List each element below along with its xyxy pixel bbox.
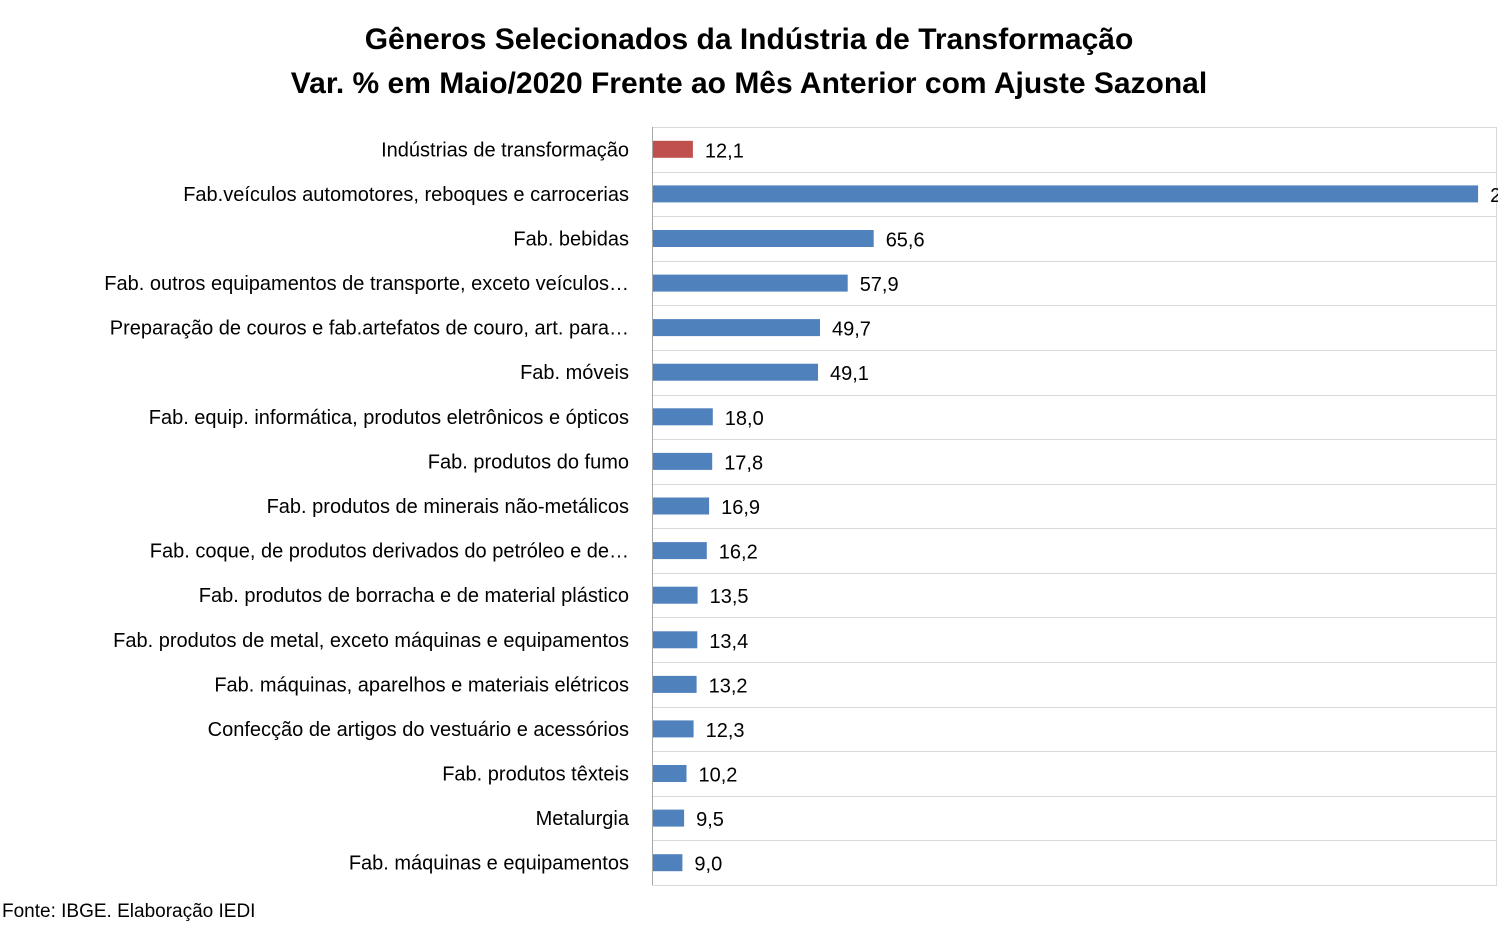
data-label: 18,0	[725, 408, 764, 430]
category-labels: Indústrias de transformação Fab.veículos …	[104, 139, 630, 874]
bar	[652, 586, 698, 604]
chart-title: Gêneros Selecionados da Indústria de Tra…	[364, 23, 1134, 56]
category-label: Fab. produtos de borracha e de material …	[199, 585, 629, 607]
bar	[652, 542, 707, 560]
chart-subtitle: Var. % em Maio/2020 Frente ao Mês Anteri…	[290, 67, 1208, 100]
data-label: 13,4	[709, 631, 748, 653]
data-label: 10,2	[699, 765, 738, 787]
bar	[652, 408, 713, 426]
category-label: Fab. outros equipamentos de transporte, …	[104, 273, 629, 295]
bar	[652, 140, 693, 158]
category-label: Preparação de couros e fab.artefatos de …	[110, 318, 629, 340]
bar	[652, 319, 820, 337]
data-label: 13,2	[709, 675, 748, 697]
bar	[652, 230, 874, 247]
bars	[652, 140, 1479, 872]
data-label: 49,1	[830, 363, 869, 385]
bar	[652, 854, 683, 872]
category-label: Fab.veículos automotores, reboques e car…	[183, 184, 629, 206]
data-label: 12,1	[705, 140, 744, 162]
data-label: 9,0	[694, 854, 722, 876]
bar	[652, 765, 687, 782]
bar	[652, 809, 685, 827]
source-note: Fonte: IBGE. Elaboração IEDI	[2, 901, 256, 922]
data-label: 65,6	[886, 230, 925, 252]
data-label: 9,5	[696, 809, 724, 831]
category-label: Fab. máquinas e equipamentos	[349, 853, 629, 875]
bar	[652, 452, 713, 470]
bar	[652, 274, 848, 292]
data-label: 16,9	[721, 497, 760, 519]
category-label: Fab. equip. informática, produtos eletrô…	[149, 407, 629, 429]
data-label: 12,3	[706, 720, 745, 742]
bar	[652, 185, 1479, 203]
data-label: 49,7	[832, 319, 871, 341]
value-labels: 12,1 244,4 65,6 57,9 49,7 49,1 18,0 17,8 16,9 16,…	[694, 140, 1498, 875]
category-label: Fab. produtos do fumo	[428, 451, 629, 473]
bar	[652, 720, 694, 738]
category-label: Fab. produtos têxteis	[442, 764, 629, 786]
gridlines	[652, 127, 1497, 886]
category-label: Fab. móveis	[520, 362, 629, 384]
bar	[652, 363, 818, 381]
data-label: 57,9	[860, 274, 899, 296]
category-label: Fab. máquinas, aparelhos e materiais elé…	[214, 674, 629, 696]
category-label: Fab. produtos de metal, exceto máquinas …	[113, 630, 629, 652]
category-label: Metalurgia	[536, 808, 630, 830]
data-label: 244,4	[1490, 185, 1498, 207]
bar	[652, 497, 710, 515]
bar	[652, 675, 697, 693]
bar	[652, 631, 698, 649]
category-label: Confecção de artigos do vestuário e aces…	[208, 719, 629, 741]
category-label: Fab. produtos de minerais não-metálicos	[267, 496, 629, 518]
category-label: Fab. coque, de produtos derivados do pet…	[150, 541, 629, 563]
data-label: 17,8	[724, 452, 763, 474]
category-label: Indústrias de transformação	[381, 139, 629, 161]
category-label: Fab. bebidas	[513, 229, 629, 251]
data-label: 13,5	[710, 586, 749, 608]
data-label: 16,2	[719, 542, 758, 564]
